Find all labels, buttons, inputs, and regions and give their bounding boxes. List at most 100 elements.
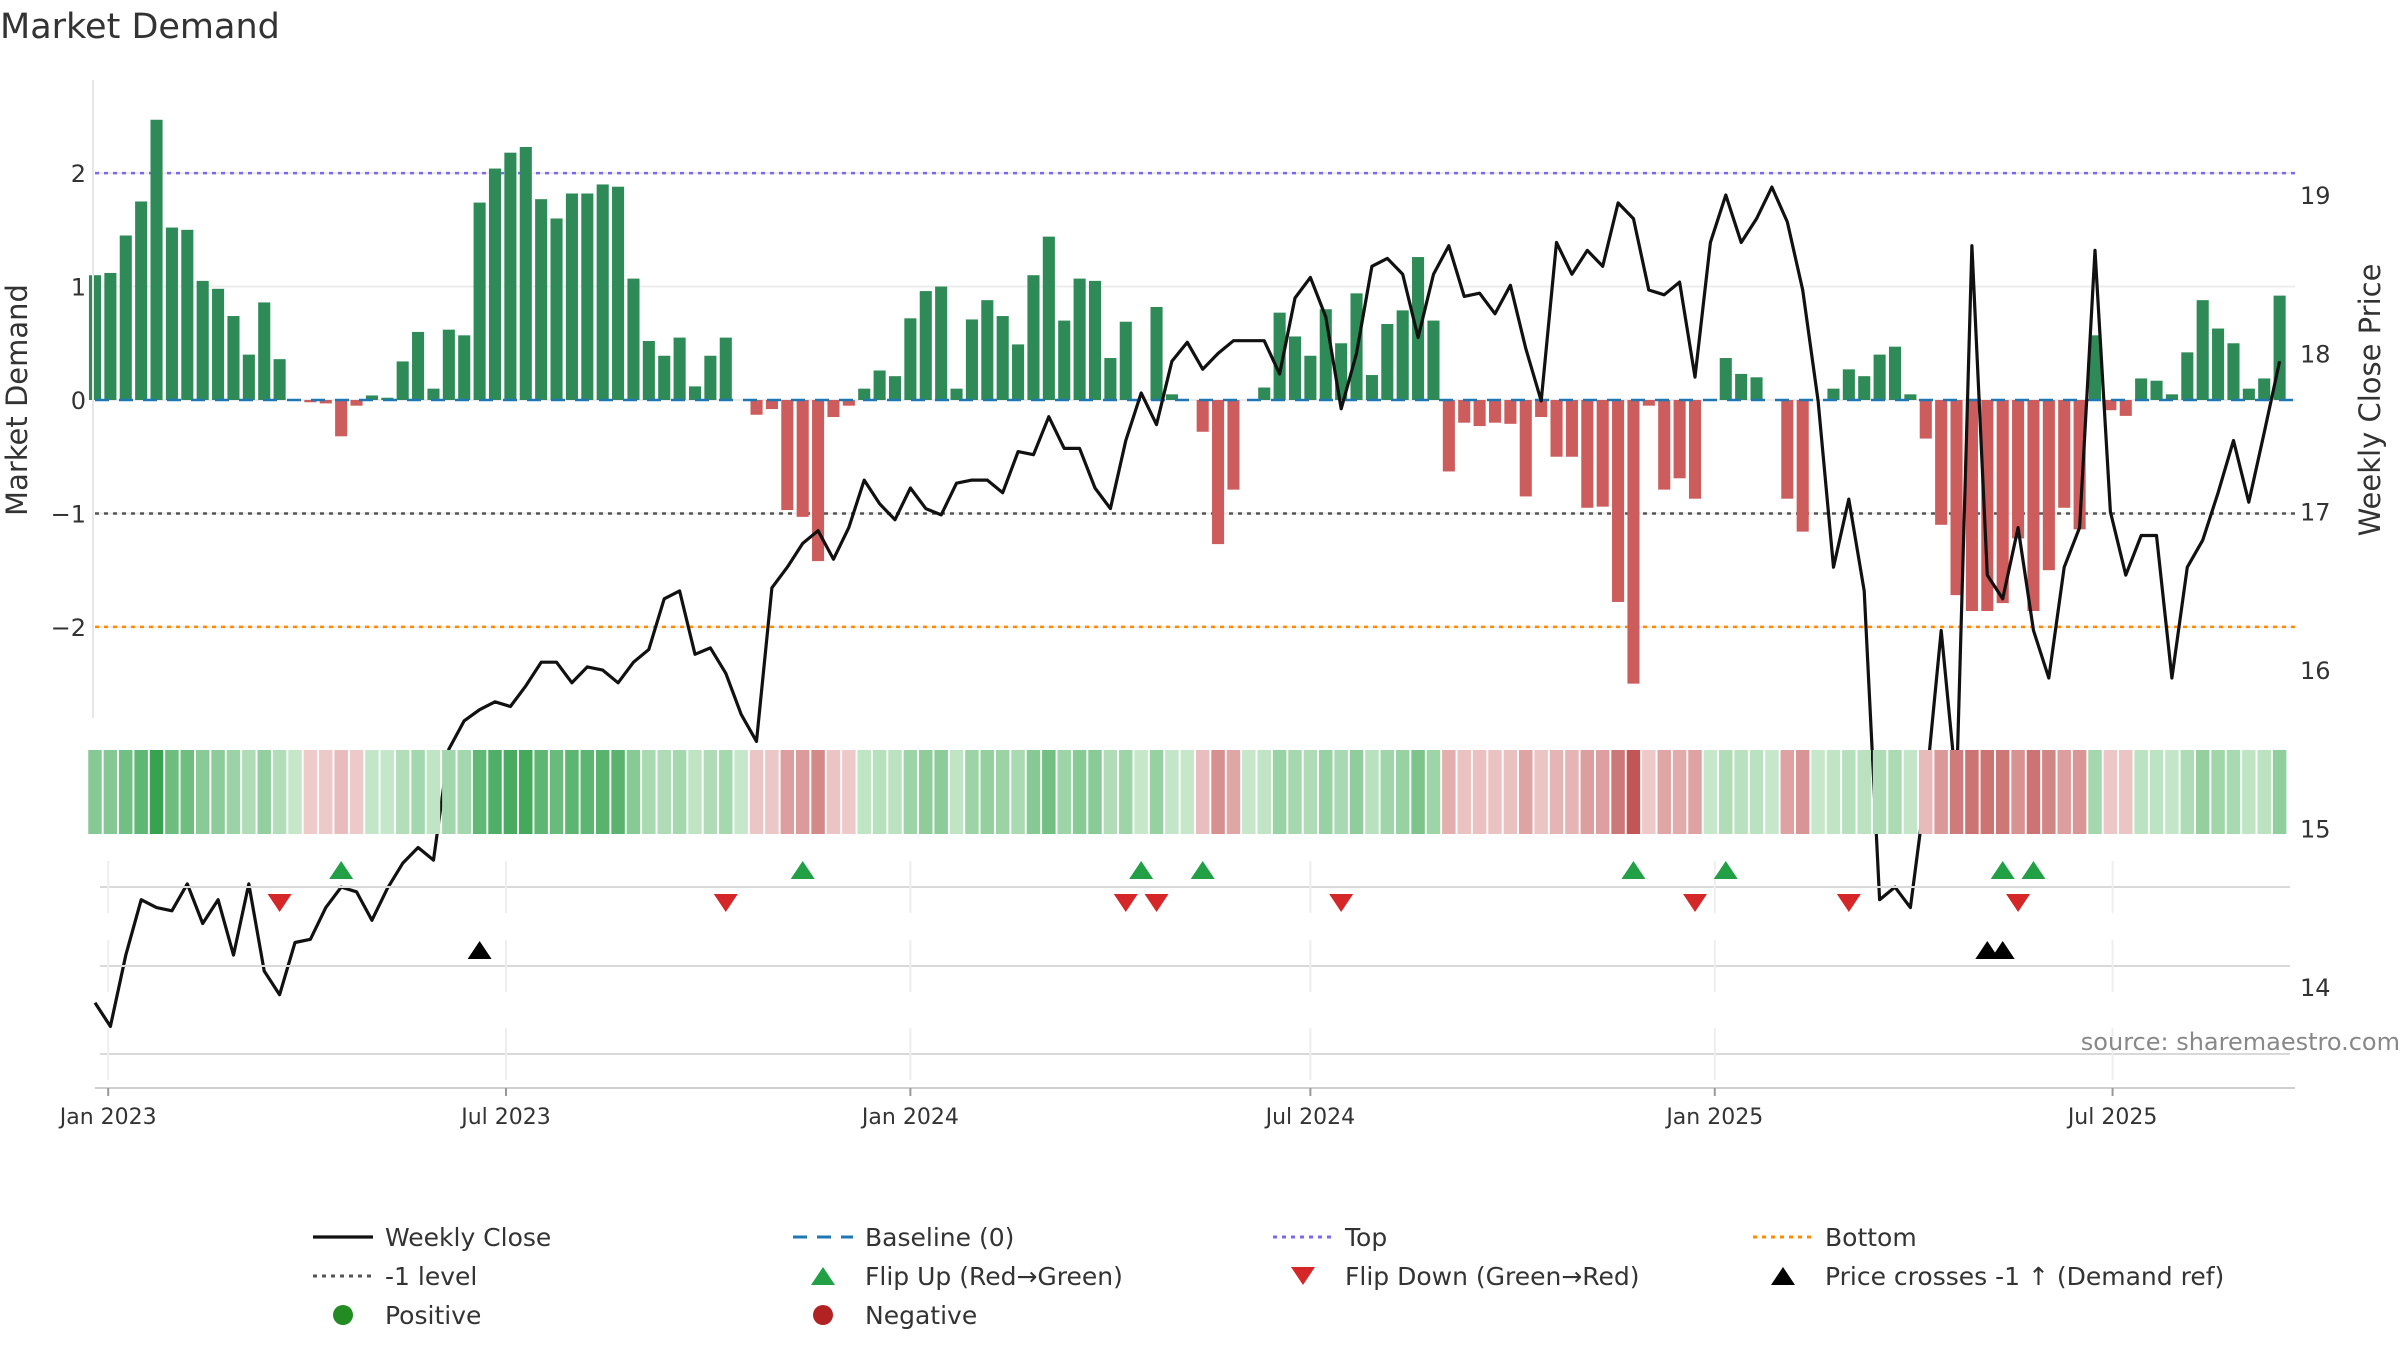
heat-cell bbox=[1872, 750, 1887, 834]
demand-bar bbox=[1627, 400, 1640, 684]
heat-cell bbox=[180, 750, 195, 834]
heat-cell bbox=[488, 750, 502, 834]
demand-bar bbox=[1842, 369, 1855, 400]
demand-bar bbox=[227, 316, 240, 400]
heat-cell bbox=[442, 750, 456, 834]
demand-bar bbox=[658, 355, 671, 400]
demand-bar bbox=[904, 318, 917, 400]
demand-bar bbox=[1596, 400, 1609, 507]
heat-cell bbox=[272, 750, 287, 834]
demand-bar bbox=[1688, 400, 1702, 499]
heat-cell bbox=[1226, 750, 1241, 834]
right-tick-label: 14 bbox=[2300, 974, 2331, 1002]
heat-cell bbox=[103, 750, 118, 834]
demand-bar bbox=[612, 186, 625, 400]
demand-bar bbox=[1888, 346, 1902, 400]
heat-cell bbox=[1380, 750, 1395, 834]
demand-bar bbox=[396, 361, 409, 400]
demand-bar bbox=[842, 400, 855, 406]
flip-up-marker bbox=[1621, 861, 1646, 879]
demand-bar bbox=[1827, 388, 1840, 400]
heat-cell bbox=[2257, 750, 2271, 834]
heat-cell bbox=[380, 750, 395, 834]
heat-cell bbox=[1057, 750, 1071, 834]
legend-label: Top bbox=[1344, 1223, 1387, 1252]
left-axis-label: Market Demand bbox=[0, 284, 34, 516]
heat-cell bbox=[2272, 750, 2287, 834]
heat-cell bbox=[1180, 750, 1195, 834]
demand-bar bbox=[1196, 400, 1209, 432]
demand-bar bbox=[165, 227, 178, 400]
heat-cell bbox=[457, 750, 471, 834]
reference-lines bbox=[95, 171, 2295, 629]
demand-bar bbox=[2135, 378, 2148, 400]
heat-cell bbox=[1349, 750, 1364, 834]
heat-cell bbox=[1103, 750, 1118, 834]
legend-item: Price crosses -1 ↑ (Demand ref) bbox=[1771, 1262, 2224, 1291]
heat-cell bbox=[1442, 750, 1456, 834]
flip-up-marker bbox=[1990, 861, 2015, 879]
demand-bar bbox=[935, 286, 948, 400]
heat-cell bbox=[1549, 750, 1564, 834]
legend: Weekly Close Baseline (0) Top Bottom -1 leve… bbox=[313, 1223, 2224, 1330]
demand-bar bbox=[1642, 400, 1655, 406]
demand-bar bbox=[673, 337, 686, 400]
heat-cell bbox=[1919, 750, 1933, 834]
demand-bar bbox=[565, 193, 578, 400]
heat-cell bbox=[903, 750, 918, 834]
heat-cell bbox=[719, 750, 733, 834]
heat-cell bbox=[165, 750, 179, 834]
heat-cell bbox=[888, 750, 902, 834]
demand-bar bbox=[1673, 400, 1686, 479]
demand-bar bbox=[750, 400, 763, 415]
demand-bar bbox=[212, 288, 225, 400]
heat-cell bbox=[1795, 750, 1810, 834]
demand-bar bbox=[1535, 400, 1548, 418]
demand-bar bbox=[2150, 380, 2163, 400]
demand-bar bbox=[858, 388, 871, 400]
left-tick-label: 2 bbox=[71, 160, 86, 188]
legend-swatch bbox=[1771, 1267, 1795, 1285]
demand-bar bbox=[642, 341, 655, 400]
heat-cell bbox=[1749, 750, 1764, 834]
heat-cell bbox=[1011, 750, 1025, 834]
heat-cell bbox=[826, 750, 841, 834]
demand-bar bbox=[2119, 400, 2132, 416]
heat-cell bbox=[2242, 750, 2256, 834]
heat-cell bbox=[1611, 750, 1625, 834]
demand-bar bbox=[427, 388, 440, 400]
demand-bar bbox=[796, 400, 809, 517]
demand-bar bbox=[304, 400, 317, 403]
price-line bbox=[93, 185, 2282, 1029]
heat-cell bbox=[1319, 750, 1333, 834]
heat-cell bbox=[1965, 750, 1979, 834]
heat-cell bbox=[1688, 750, 1702, 834]
legend-swatch bbox=[333, 1305, 353, 1325]
demand-bar bbox=[2104, 400, 2117, 411]
demand-bar bbox=[996, 316, 1009, 400]
heat-cell bbox=[580, 750, 595, 834]
right-tick-label: 16 bbox=[2300, 657, 2331, 685]
empty-marker-row bbox=[100, 1028, 2290, 1080]
heat-cell bbox=[426, 750, 441, 834]
flip-up-marker bbox=[2021, 861, 2046, 879]
demand-bar bbox=[1858, 376, 1871, 400]
legend-item: Flip Down (Green→Red) bbox=[1291, 1262, 1640, 1291]
x-tick-label: Jan 2024 bbox=[860, 1105, 959, 1130]
heat-cell bbox=[1672, 750, 1687, 834]
heat-cell bbox=[349, 750, 364, 834]
flip-down-marker bbox=[2006, 894, 2031, 912]
x-axis: Jan 2023 Jul 2023 Jan 2024 Jul 2024 Jan 2025… bbox=[58, 1087, 2295, 1130]
flip-down-marker bbox=[713, 894, 738, 912]
legend-label: Bottom bbox=[1825, 1223, 1917, 1252]
flip-up-marker bbox=[790, 861, 815, 879]
heat-cell bbox=[1580, 750, 1595, 834]
heat-cell bbox=[949, 750, 964, 834]
legend-label: Positive bbox=[385, 1301, 481, 1330]
right-tick-label: 19 bbox=[2300, 182, 2331, 210]
demand-bar bbox=[1288, 336, 1302, 400]
heat-cell bbox=[134, 750, 148, 834]
demand-bar bbox=[1488, 400, 1502, 423]
heat-cell bbox=[1903, 750, 1918, 834]
demand-bar bbox=[1981, 400, 1994, 612]
